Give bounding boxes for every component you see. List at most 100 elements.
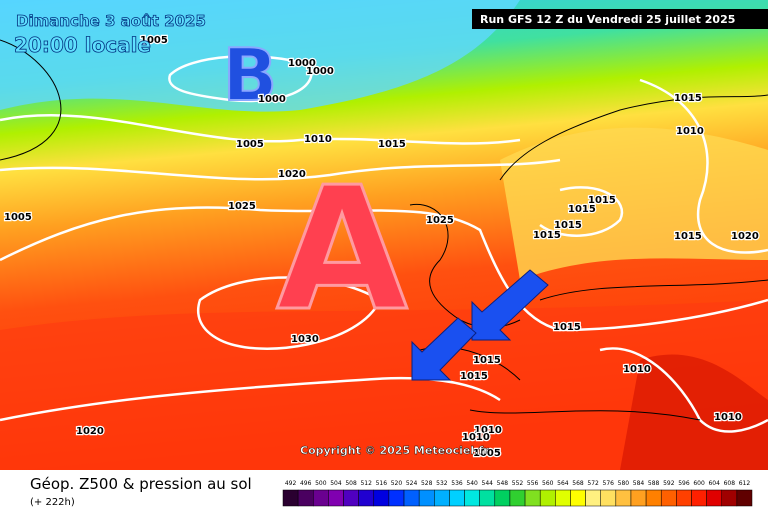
scale-label: 536 <box>451 480 463 487</box>
isobar-label: 1025 <box>228 201 256 212</box>
isobar-label: 1015 <box>588 195 616 206</box>
scale-swatch <box>676 489 692 507</box>
scale-label: 520 <box>391 480 403 487</box>
scale-swatch <box>297 489 314 507</box>
scale-swatch <box>434 489 450 507</box>
run-box <box>472 9 768 29</box>
scale-swatch <box>313 489 329 507</box>
isobar-label: 1010 <box>474 425 502 436</box>
scale-swatch <box>388 489 405 507</box>
scale-swatch <box>570 489 586 507</box>
scale-label: 552 <box>512 480 524 487</box>
scale-label: 600 <box>693 480 705 487</box>
scale-label: 504 <box>330 480 342 487</box>
scale-label: 528 <box>421 480 433 487</box>
isobar-label: 1020 <box>76 426 104 437</box>
isobar-label: 1015 <box>473 355 501 366</box>
isobar-label: 1010 <box>714 412 742 423</box>
scale-swatch <box>479 489 496 507</box>
isobar-label: 1020 <box>278 169 306 180</box>
scale-label: 584 <box>633 480 645 487</box>
isobar-label: 1025 <box>426 215 454 226</box>
scale-swatch <box>403 489 420 507</box>
isobar-label: 1000 <box>306 66 334 77</box>
isobar-label: 1015 <box>554 220 582 231</box>
scale-label: 500 <box>315 480 327 487</box>
scale-swatch <box>418 489 435 507</box>
warm-zone <box>500 127 768 280</box>
scale-label: 540 <box>466 480 478 487</box>
isobar-label: 1015 <box>674 231 702 242</box>
scale-label: 580 <box>618 480 630 487</box>
scale-swatch <box>555 489 571 507</box>
scale-swatch <box>630 489 647 507</box>
isobar-label: 1000 <box>258 94 286 105</box>
coastlines <box>0 39 768 421</box>
scale-label: 512 <box>360 480 372 487</box>
time-label: 20:00 locale <box>14 33 151 57</box>
scale-swatch <box>494 489 511 507</box>
arrows <box>411 269 549 381</box>
scale-swatch <box>449 489 465 507</box>
scale-swatch <box>509 489 526 507</box>
scale-label: 556 <box>527 480 539 487</box>
scale-label: 532 <box>436 480 448 487</box>
scale-label: 508 <box>345 480 357 487</box>
scale-swatch <box>645 489 662 507</box>
isobar-label: 1005 <box>473 448 501 459</box>
copyright: Copyright © 2025 Meteociel.fr <box>300 444 489 457</box>
scale-swatch <box>343 489 359 507</box>
hot-zone <box>0 300 768 470</box>
scale-label: 592 <box>663 480 675 487</box>
isobar-label: 1005 <box>236 139 264 150</box>
isobar-label: 1015 <box>460 371 488 382</box>
scale-label: 492 <box>285 480 297 487</box>
isobar-label: 1015 <box>568 204 596 215</box>
scale-swatch <box>282 489 299 507</box>
scale-label: 496 <box>300 480 312 487</box>
scale-swatch <box>373 489 390 507</box>
isobar-label: 1015 <box>674 93 702 104</box>
footer-title: Géop. Z500 & pression au sol <box>30 475 252 493</box>
isobar-label: 1015 <box>533 230 561 241</box>
scale-label: 572 <box>587 480 599 487</box>
isobar-label: 1010 <box>623 364 651 375</box>
isobar-label: 1015 <box>378 139 406 150</box>
run-label: Run GFS 12 Z du Vendredi 25 juillet 2025 <box>480 13 735 26</box>
scale-label: 560 <box>542 480 554 487</box>
isobar-label: 1020 <box>731 231 759 242</box>
scale-label: 544 <box>482 480 494 487</box>
scale-label: 612 <box>739 480 751 487</box>
scale-swatch <box>358 489 375 507</box>
scale-label: 568 <box>572 480 584 487</box>
isobar-label: 1010 <box>462 432 490 443</box>
scale-swatch <box>660 489 677 507</box>
scale-swatch <box>524 489 541 507</box>
isobars <box>0 55 768 433</box>
scale-label: 604 <box>708 480 720 487</box>
scale-label: 564 <box>557 480 569 487</box>
scale-swatch <box>600 489 617 507</box>
scale-label: 576 <box>603 480 615 487</box>
isobar-label: 1015 <box>553 322 581 333</box>
scale-label: 608 <box>724 480 736 487</box>
scale-swatch <box>464 489 480 507</box>
isobar-label: 1010 <box>304 134 332 145</box>
high-letter: A <box>276 151 408 349</box>
scale-swatch <box>736 489 753 507</box>
isobar-label: 1010 <box>676 126 704 137</box>
scale-label: 524 <box>406 480 418 487</box>
scale-swatch <box>585 489 601 507</box>
isobar-label: 1030 <box>291 334 319 345</box>
footer-lead: (+ 222h) <box>30 497 75 508</box>
scale-swatch <box>539 489 556 507</box>
high-center: A <box>275 150 410 351</box>
scale-swatch <box>706 489 722 507</box>
color-scale: 492 496 500 504 508 512 516 520 524 528 532 536 540 5… <box>282 480 753 507</box>
scale-label: 588 <box>648 480 660 487</box>
isobar-label: 1005 <box>140 35 168 46</box>
date-label: Dimanche 3 août 2025 <box>16 12 206 30</box>
scale-swatch <box>615 489 632 507</box>
